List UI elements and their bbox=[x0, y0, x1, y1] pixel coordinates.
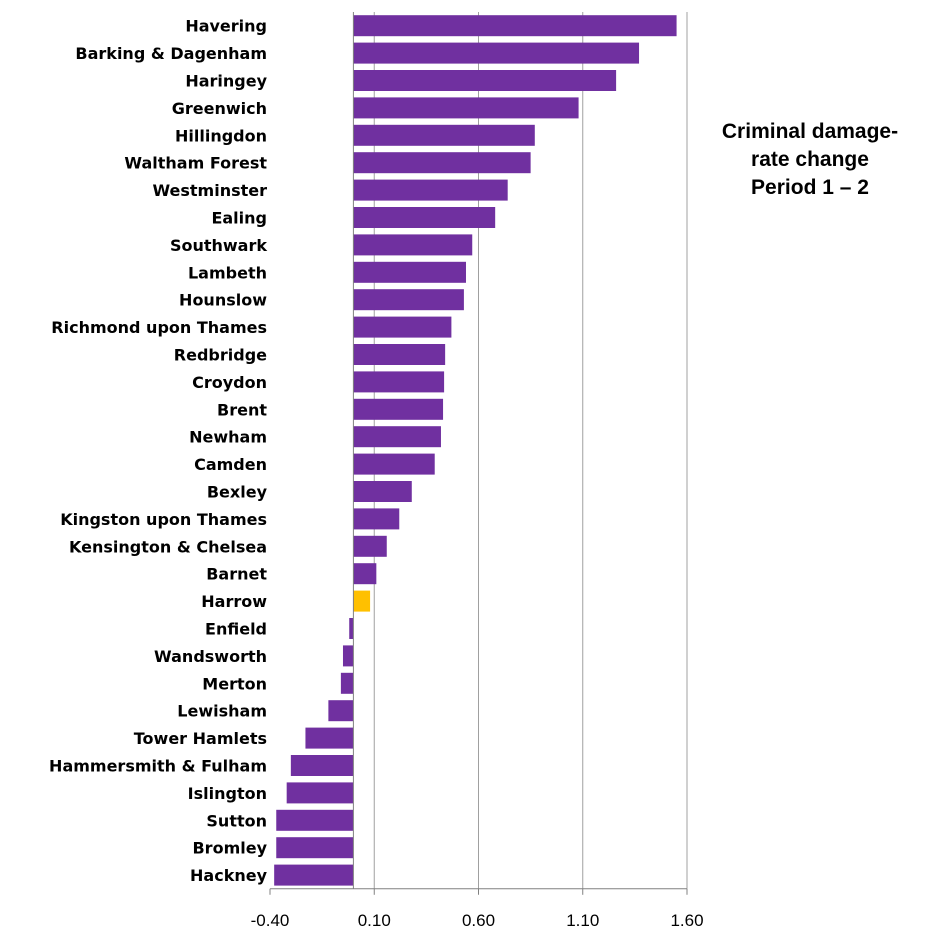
category-label: Ealing bbox=[211, 209, 267, 228]
category-label: Camden bbox=[194, 455, 267, 474]
bar bbox=[276, 809, 354, 831]
bar bbox=[274, 864, 354, 886]
category-label: Westminster bbox=[152, 181, 267, 200]
bar bbox=[286, 782, 354, 804]
category-label: Harrow bbox=[201, 592, 267, 611]
x-tick-label: -0.40 bbox=[251, 911, 290, 926]
chart-title: Criminal damage- rate change Period 1 – … bbox=[690, 118, 930, 202]
bar bbox=[353, 261, 466, 283]
bar bbox=[353, 481, 412, 502]
bar bbox=[353, 289, 464, 311]
category-label: Southwark bbox=[170, 236, 267, 255]
bar bbox=[353, 15, 677, 37]
category-label: Brent bbox=[217, 400, 267, 419]
category-label: Newham bbox=[189, 428, 267, 447]
x-tick-label: 0.60 bbox=[462, 911, 495, 926]
bar bbox=[342, 645, 354, 667]
category-label: Haringey bbox=[185, 72, 267, 91]
bar bbox=[353, 70, 617, 91]
bar bbox=[353, 124, 535, 146]
bar bbox=[353, 563, 377, 585]
category-label: Kensington & Chelsea bbox=[69, 537, 267, 556]
bars bbox=[274, 15, 677, 886]
x-tick-label: 0.10 bbox=[358, 911, 391, 926]
bar bbox=[353, 508, 400, 530]
category-label: Islington bbox=[188, 784, 267, 803]
bar bbox=[353, 535, 387, 557]
bar bbox=[353, 453, 435, 475]
chart-title-line-2: rate change bbox=[751, 148, 869, 171]
category-label: Lambeth bbox=[188, 263, 267, 282]
category-label: Hounslow bbox=[179, 291, 267, 310]
category-label: Sutton bbox=[206, 811, 267, 830]
bar bbox=[340, 672, 354, 694]
category-labels: Havering Barking & Dagenham Haringey Greenw… bbox=[49, 17, 268, 885]
bar bbox=[328, 700, 354, 722]
axes bbox=[269, 12, 688, 895]
category-label: Havering bbox=[185, 17, 267, 36]
category-label: Enfield bbox=[205, 620, 267, 639]
category-label: Barnet bbox=[206, 565, 267, 584]
category-label: Hillingdon bbox=[175, 126, 267, 145]
bar bbox=[353, 398, 444, 420]
category-label: Greenwich bbox=[172, 99, 267, 118]
category-label: Richmond upon Thames bbox=[51, 318, 267, 337]
category-label: Croydon bbox=[192, 373, 267, 392]
x-tick-label: 1.10 bbox=[566, 911, 599, 926]
bar bbox=[353, 152, 531, 174]
chart-title-line-3: Period 1 – 2 bbox=[751, 176, 869, 199]
chart-title-line-1: Criminal damage- bbox=[721, 120, 899, 143]
bar bbox=[353, 371, 445, 393]
x-tick-label: 1.60 bbox=[670, 911, 703, 926]
category-label: Hammersmith & Fulham bbox=[49, 757, 267, 776]
bar bbox=[353, 316, 452, 338]
category-label: Wandsworth bbox=[154, 647, 267, 666]
category-label: Merton bbox=[202, 674, 267, 693]
x-tick-labels: -0.40 0.10 0.60 1.10 1.60 bbox=[251, 911, 704, 926]
bar bbox=[349, 618, 354, 639]
category-label: Tower Hamlets bbox=[134, 729, 267, 748]
bar bbox=[353, 234, 473, 256]
category-label: Hackney bbox=[190, 866, 268, 885]
category-label: Redbridge bbox=[174, 346, 267, 365]
category-label: Barking & Dagenham bbox=[75, 44, 267, 63]
bar bbox=[353, 42, 640, 64]
bar bbox=[353, 344, 446, 365]
bar bbox=[353, 179, 508, 201]
category-label: Kingston upon Thames bbox=[60, 510, 267, 529]
bar bbox=[353, 97, 579, 119]
category-label: Bexley bbox=[207, 483, 268, 502]
bar bbox=[305, 727, 354, 749]
bar bbox=[353, 207, 496, 228]
bar bbox=[276, 837, 354, 859]
category-label: Bromley bbox=[192, 839, 267, 858]
bar bbox=[290, 755, 354, 776]
category-label: Lewisham bbox=[177, 702, 267, 721]
category-label: Waltham Forest bbox=[124, 154, 267, 173]
bar bbox=[353, 426, 441, 448]
bar bbox=[353, 590, 371, 612]
